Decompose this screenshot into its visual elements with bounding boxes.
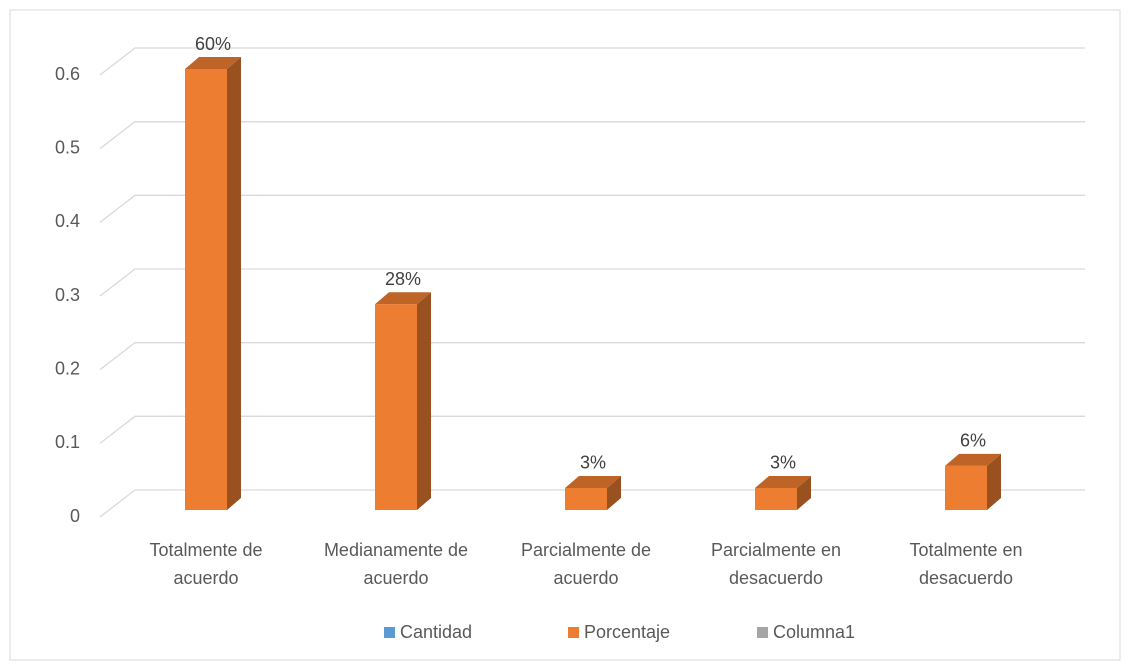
- y-tick-label: 0: [70, 506, 80, 526]
- y-tick-label: 0.6: [55, 64, 80, 84]
- bar: [755, 475, 811, 510]
- legend-item: Porcentaje: [568, 622, 670, 643]
- y-tick-label: 0.1: [55, 432, 80, 452]
- data-label: 3%: [580, 453, 606, 473]
- grid-line: [99, 415, 1085, 444]
- x-tick-label: Parcialmente de acuerdo: [520, 540, 652, 588]
- y-tick-label: 0.2: [55, 358, 80, 378]
- x-tick-label: Totalmente en desacuerdo: [909, 540, 1023, 588]
- bar: [945, 453, 1001, 510]
- bar: [185, 57, 241, 510]
- data-label: 6%: [960, 431, 986, 451]
- y-tick-label: 0.5: [55, 137, 80, 157]
- bar-top: [945, 453, 1001, 466]
- bar-side: [417, 292, 431, 510]
- bar-top: [185, 57, 241, 69]
- bar-front: [375, 304, 417, 510]
- x-tick-label: Parcialmente en desacuerdo: [710, 540, 842, 588]
- legend-swatch: [757, 627, 768, 638]
- grid-line: [99, 47, 1085, 76]
- bar: [565, 475, 621, 510]
- grid-line: [99, 194, 1085, 223]
- legend-item: Cantidad: [384, 622, 472, 643]
- legend-label: Porcentaje: [584, 622, 671, 642]
- x-tick-label: Totalmente de acuerdo: [149, 540, 263, 588]
- legend-item: Columna1: [757, 622, 855, 643]
- bar-top: [565, 475, 621, 488]
- bar: [375, 292, 431, 510]
- bar-front: [185, 69, 227, 510]
- bar-side: [987, 453, 1001, 510]
- data-label: 28%: [385, 269, 421, 289]
- bar-top: [755, 475, 811, 488]
- data-label: 60%: [195, 34, 231, 54]
- legend-swatch: [384, 627, 395, 638]
- legend-swatch: [568, 627, 579, 638]
- y-tick-label: 0.4: [55, 211, 80, 231]
- x-tick-label: Medianamente de acuerdo: [323, 540, 469, 588]
- y-tick-label: 0.3: [55, 285, 80, 305]
- grid-line: [99, 342, 1085, 371]
- grid-line: [99, 268, 1085, 297]
- bar-top: [375, 292, 431, 305]
- bar-front: [755, 487, 797, 510]
- legend-label: Columna1: [773, 622, 856, 642]
- bar-front: [945, 465, 987, 510]
- bar-side: [607, 475, 621, 510]
- bar-side: [797, 475, 811, 510]
- data-label: 3%: [770, 453, 796, 473]
- bar-side: [227, 57, 241, 510]
- legend-label: Cantidad: [400, 622, 473, 642]
- grid-line: [99, 121, 1085, 150]
- bar-front: [565, 487, 607, 510]
